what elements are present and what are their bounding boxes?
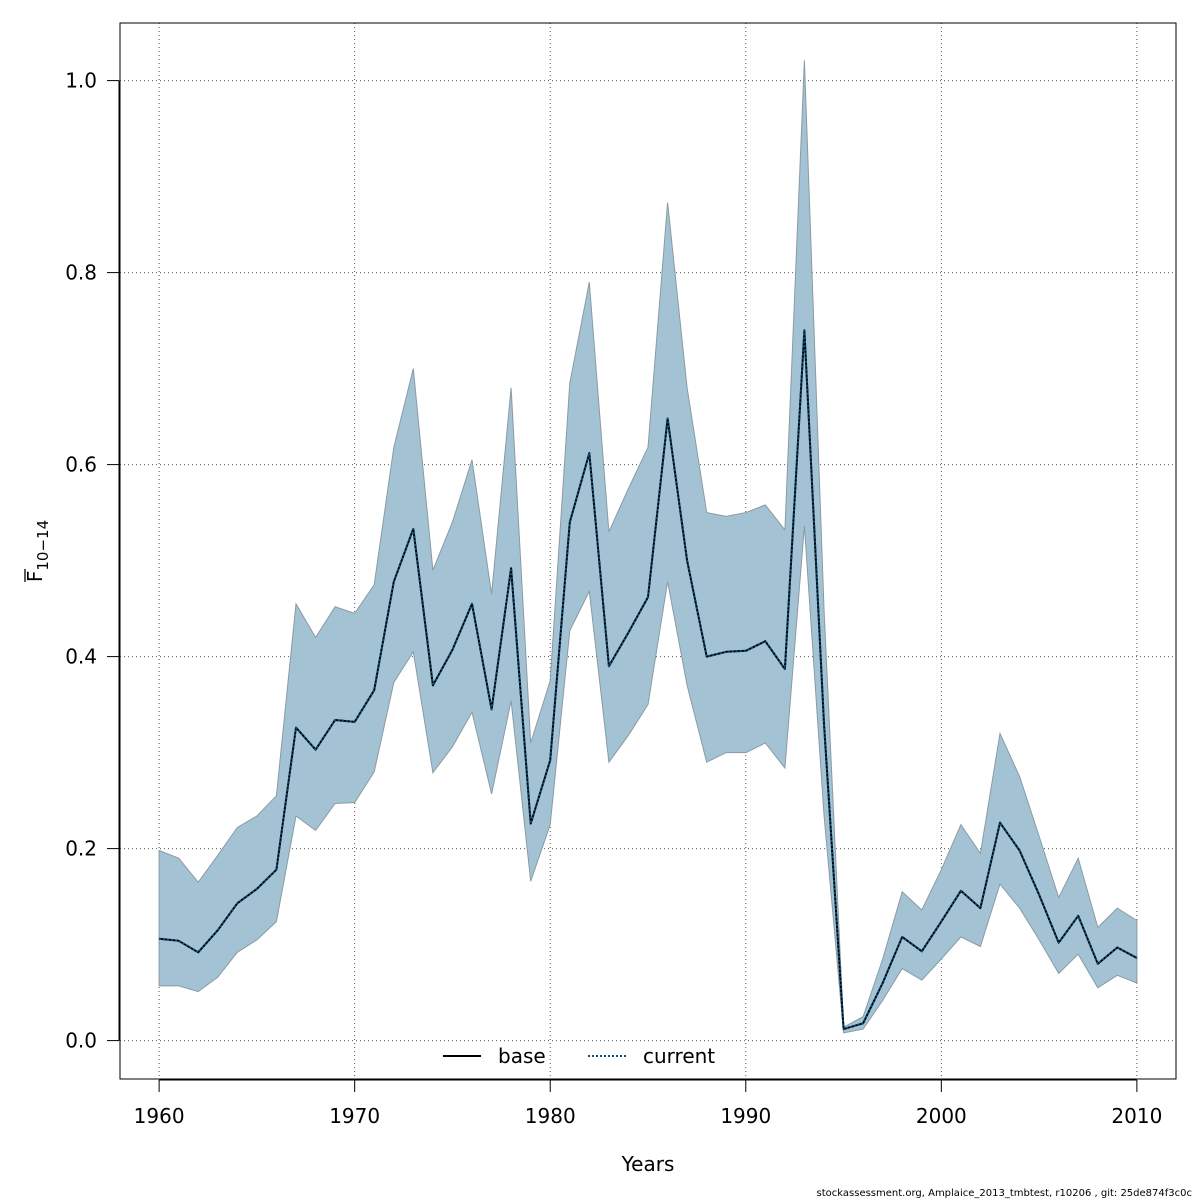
legend: base current	[443, 1044, 715, 1068]
legend-label-current: current	[643, 1044, 715, 1068]
y-axis: 0.0 0.2 0.4 0.6 0.8 1.0	[65, 69, 120, 1053]
y-axis-title-main: F	[23, 571, 47, 583]
x-axis-title: Years	[621, 1152, 675, 1176]
x-tick-label: 1960	[134, 1104, 185, 1128]
x-tick-label: 1980	[525, 1104, 576, 1128]
y-axis-title-subscript: 10−14	[34, 520, 52, 571]
x-tick-label: 1990	[720, 1104, 771, 1128]
footer-note: stockassessment.org, Amplaice_2013_tmbte…	[816, 1188, 1192, 1199]
series-lines	[158, 329, 1138, 1031]
confidence-band	[158, 60, 1138, 1034]
y-tick-label: 0.6	[65, 453, 97, 477]
y-tick-label: 1.0	[65, 69, 97, 93]
x-tick-label: 2000	[916, 1104, 967, 1128]
x-tick-label: 2010	[1111, 1104, 1162, 1128]
series-line-current	[158, 329, 1138, 1031]
confidence-band-area	[158, 60, 1138, 1034]
y-tick-label: 0.2	[65, 837, 97, 861]
y-tick-label: 0.0	[65, 1029, 97, 1053]
legend-label-base: base	[498, 1044, 546, 1068]
svg-text:F10−14: F10−14	[23, 520, 52, 582]
x-axis: 1960 1970 1980 1990 2000 2010	[134, 1079, 1162, 1128]
plot-frame	[119, 22, 1177, 1080]
x-tick-label: 1970	[329, 1104, 380, 1128]
y-axis-title: F10−14	[23, 520, 52, 582]
y-tick-label: 0.8	[65, 261, 97, 285]
y-tick-label: 0.4	[65, 645, 97, 669]
